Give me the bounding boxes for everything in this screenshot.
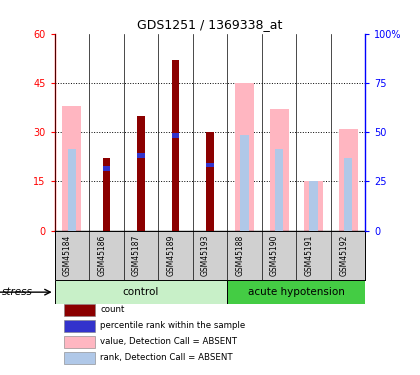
Text: stress: stress <box>2 287 33 297</box>
Text: control: control <box>123 287 159 297</box>
Bar <box>309 182 318 231</box>
Bar <box>235 83 254 231</box>
Text: count: count <box>100 305 125 314</box>
Bar <box>270 109 289 231</box>
Bar <box>102 158 110 231</box>
Text: GSM45191: GSM45191 <box>304 234 314 276</box>
Bar <box>64 352 94 364</box>
Text: GSM45192: GSM45192 <box>339 234 348 276</box>
Text: value, Detection Call = ABSENT: value, Detection Call = ABSENT <box>100 338 237 346</box>
Bar <box>172 60 179 231</box>
Text: GSM45190: GSM45190 <box>270 234 279 276</box>
Bar <box>344 158 352 231</box>
Text: rank, Detection Call = ABSENT: rank, Detection Call = ABSENT <box>100 353 233 362</box>
Text: acute hypotension: acute hypotension <box>248 287 345 297</box>
Bar <box>64 304 94 316</box>
Bar <box>227 280 365 304</box>
Bar <box>137 116 145 231</box>
Bar <box>63 106 81 231</box>
Bar <box>172 133 179 138</box>
Text: GSM45186: GSM45186 <box>97 234 106 276</box>
Bar <box>304 182 323 231</box>
Title: GDS1251 / 1369338_at: GDS1251 / 1369338_at <box>137 18 283 31</box>
Bar <box>64 320 94 332</box>
Bar <box>137 153 145 158</box>
Bar <box>206 162 214 168</box>
Text: GSM45193: GSM45193 <box>201 234 210 276</box>
Bar <box>206 132 214 231</box>
Text: GSM45188: GSM45188 <box>236 234 244 276</box>
Bar <box>55 280 227 304</box>
Text: GSM45189: GSM45189 <box>166 234 176 276</box>
Bar <box>64 336 94 348</box>
Bar <box>102 166 110 171</box>
Bar <box>275 148 284 231</box>
Text: GSM45184: GSM45184 <box>63 234 72 276</box>
Bar <box>68 148 76 231</box>
Bar <box>240 135 249 231</box>
Text: percentile rank within the sample: percentile rank within the sample <box>100 321 246 330</box>
Text: GSM45187: GSM45187 <box>132 234 141 276</box>
Bar <box>339 129 357 231</box>
